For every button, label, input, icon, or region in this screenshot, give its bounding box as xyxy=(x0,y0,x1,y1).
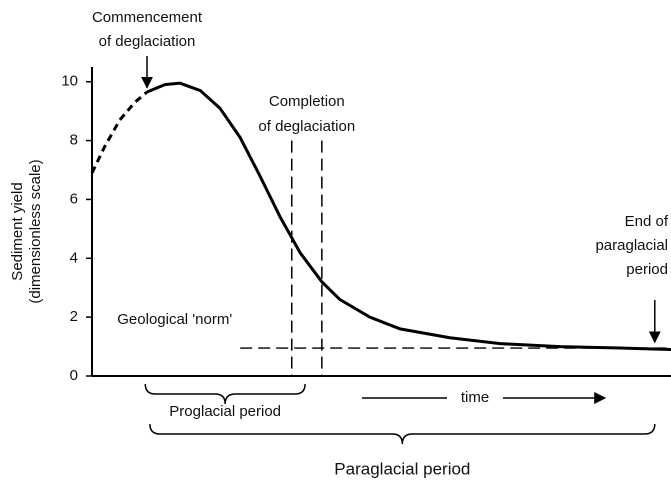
end-label: End of xyxy=(625,213,669,230)
y-tick-label: 0 xyxy=(70,367,78,384)
end-label: paraglacial xyxy=(595,237,668,254)
completion-label: Completion xyxy=(269,93,345,110)
y-axis-label: (dimensionless scale) xyxy=(27,159,44,303)
commencement-label: Commencement xyxy=(92,9,203,26)
curve xyxy=(146,81,671,352)
y-tick-label: 2 xyxy=(70,308,78,325)
period-label: Proglacial period xyxy=(169,403,281,420)
period-label: Paraglacial period xyxy=(334,459,470,478)
x-axis-label: time xyxy=(461,389,489,406)
y-tick-label: 4 xyxy=(70,249,78,266)
period-brace xyxy=(144,383,306,405)
norm-label: Geological 'norm' xyxy=(117,311,232,328)
y-tick-label: 10 xyxy=(61,73,78,90)
y-tick-label: 8 xyxy=(70,132,78,149)
completion-label: of deglaciation xyxy=(258,118,355,135)
end-label: period xyxy=(626,261,668,278)
y-tick-label: 6 xyxy=(70,190,78,207)
y-axis-label: Sediment yield xyxy=(9,182,26,280)
period-brace xyxy=(149,423,656,445)
curve xyxy=(90,90,148,174)
commencement-label: of deglaciation xyxy=(99,33,196,50)
